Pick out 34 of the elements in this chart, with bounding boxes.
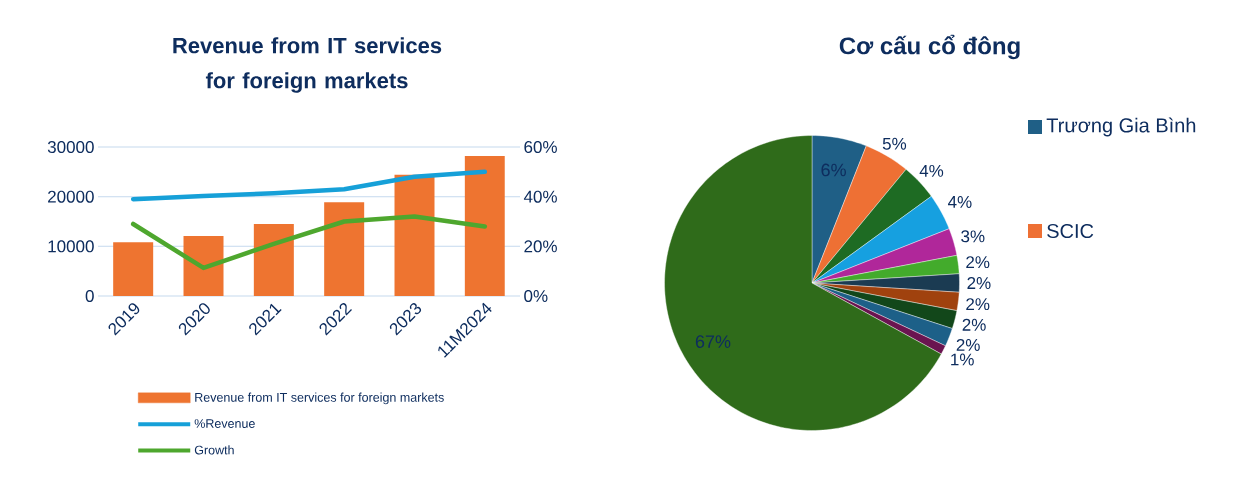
data-label: 2% <box>962 318 986 331</box>
y-tick-label: 20000 <box>48 190 94 203</box>
legend-label: Growth <box>194 445 234 455</box>
data-label: 3% <box>961 230 985 243</box>
bar <box>464 155 505 296</box>
line-series <box>130 214 488 271</box>
chart-title: Revenue from IT services for foreign markets <box>173 37 442 93</box>
data-label: 2% <box>956 338 980 351</box>
chart-title: Cơ cấu cổ đông <box>839 34 1020 60</box>
data-label: 2% <box>967 277 991 289</box>
legend-label: SCIC <box>1047 223 1094 239</box>
data-label: 2% <box>966 256 990 269</box>
y-tick-label: 30000 <box>47 140 94 154</box>
bar <box>394 174 435 296</box>
bar <box>324 202 365 296</box>
y2-tick-label: 20% <box>524 240 557 253</box>
y2-tick-label: 0% <box>524 289 548 303</box>
bar <box>253 223 294 296</box>
legend-label: %Revenue <box>194 419 255 428</box>
data-label: 2% <box>966 298 990 311</box>
bar <box>113 242 154 296</box>
y-tick-label: 0 <box>85 289 94 303</box>
bar <box>183 235 224 296</box>
data-label: 67% <box>695 335 731 348</box>
y-tick-label: 10000 <box>48 240 94 253</box>
legend-label: Trương Gia Bình <box>1046 117 1196 137</box>
data-label: 1% <box>951 353 974 366</box>
y2-tick-label: 60% <box>524 140 557 154</box>
line-series <box>130 169 488 202</box>
data-label: 5% <box>882 137 907 150</box>
y2-tick-label: 40% <box>523 190 557 203</box>
data-label: 4% <box>948 196 972 208</box>
legend-label: Revenue from IT services for foreign markets <box>195 392 444 405</box>
data-label: 4% <box>919 164 944 177</box>
